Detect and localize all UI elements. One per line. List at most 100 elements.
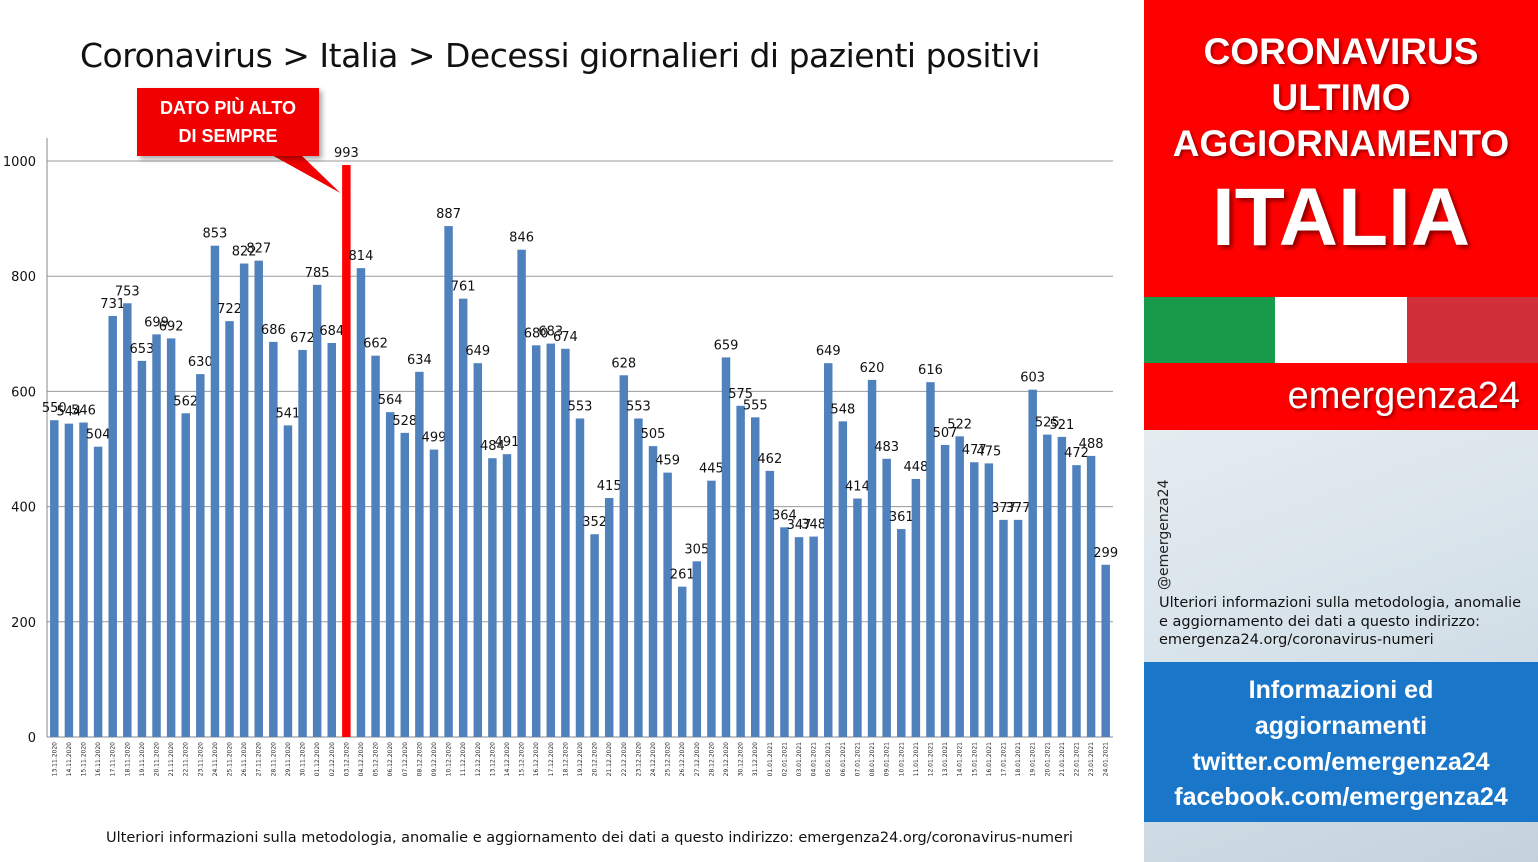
bar-chart: 0 200 400 600 800 1000 550 13.11.2020 544 14.11.2…: [3, 138, 1118, 777]
y-tick-label: 400: [11, 501, 36, 516]
bar: [999, 519, 1008, 737]
data-label: 553: [626, 399, 651, 414]
italian-flag: [1144, 297, 1538, 363]
social-links-box: Informazioni ed aggiornamenti twitter.co…: [1144, 662, 1538, 822]
callout-arrow: [270, 154, 341, 194]
bar: [79, 422, 88, 737]
flag-green-band: [1144, 297, 1276, 363]
highest-value-callout: DATO PIÙ ALTO DI SEMPRE: [137, 88, 319, 156]
data-label: 686: [261, 323, 286, 338]
data-label: 659: [714, 338, 739, 353]
footnote: Ulteriori informazioni sulla metodologia…: [106, 830, 1073, 846]
x-tick-label: 30.11.2020: [300, 742, 307, 777]
header-line-2: ULTIMO: [1271, 77, 1411, 118]
x-tick-label: 01.12.2020: [314, 742, 321, 777]
bar: [400, 432, 410, 737]
x-tick-label: 10.12.2020: [446, 742, 453, 777]
bar: [298, 349, 307, 737]
x-tick-label: 07.12.2020: [402, 742, 409, 777]
bar: [663, 472, 672, 737]
x-tick-label: 24.11.2020: [212, 742, 219, 777]
twitter-link[interactable]: twitter.com/emergenza24: [1192, 748, 1490, 776]
data-label: 364: [772, 508, 797, 523]
x-tick-label: 09.01.2021: [884, 742, 891, 777]
bar: [269, 341, 278, 737]
data-label: 499: [422, 431, 447, 446]
x-tick-label: 16.12.2020: [533, 742, 540, 777]
bar: [926, 382, 935, 737]
bar: [824, 363, 833, 737]
data-label: 853: [203, 227, 228, 242]
bar: [64, 423, 74, 737]
bar: [853, 498, 862, 737]
x-tick-label: 25.12.2020: [665, 742, 672, 777]
data-label: 352: [582, 515, 607, 530]
x-tick-label: 23.01.2021: [1088, 742, 1095, 777]
data-label: 377: [1006, 501, 1031, 516]
facebook-link[interactable]: facebook.com/emergenza24: [1174, 783, 1508, 811]
data-label: 692: [159, 319, 184, 334]
data-label: 299: [1093, 546, 1118, 561]
data-label: 674: [553, 330, 578, 345]
data-label: 555: [743, 398, 768, 413]
x-tick-label: 04.12.2020: [358, 742, 365, 777]
bar: [546, 343, 556, 737]
bar: [794, 537, 804, 737]
header-line-3: AGGIORNAMENTO: [1172, 123, 1510, 164]
bar: [225, 321, 234, 737]
x-tick-label: 29.11.2020: [285, 742, 292, 777]
data-label: 814: [349, 249, 374, 264]
data-label: 472: [1064, 446, 1089, 461]
data-label: 616: [918, 363, 943, 378]
x-tick-label: 08.01.2021: [869, 742, 876, 777]
x-tick-label: 21.01.2021: [1059, 742, 1066, 777]
x-tick-label: 12.01.2021: [927, 742, 934, 777]
data-label: 603: [1020, 371, 1045, 386]
bar: [1101, 564, 1110, 737]
data-label: 528: [392, 414, 417, 429]
flag-red-band: [1406, 297, 1538, 363]
x-tick-label: 18.12.2020: [562, 742, 569, 777]
x-tick-label: 15.11.2020: [81, 742, 88, 777]
x-tick-label: 09.12.2020: [431, 742, 438, 777]
x-tick-label: 26.12.2020: [679, 742, 686, 777]
bar: [50, 420, 59, 737]
data-label: 462: [757, 452, 782, 467]
data-label: 544: [56, 405, 81, 420]
header-line-1: CORONAVIRUS: [1203, 31, 1479, 72]
bar: [911, 478, 921, 737]
data-label: 785: [305, 266, 330, 281]
bar: [210, 245, 220, 737]
links-heading-1: Informazioni ed: [1248, 676, 1434, 704]
data-label: 753: [115, 284, 140, 299]
data-label: 507: [933, 426, 958, 441]
x-tick-label: 05.01.2021: [825, 742, 832, 777]
links-heading-2: aggiornamenti: [1254, 712, 1428, 740]
x-tick-label: 12.12.2020: [475, 742, 482, 777]
bar: [1072, 465, 1081, 737]
x-tick-label: 14.12.2020: [504, 742, 511, 777]
bar: [93, 446, 103, 737]
bar: [371, 355, 380, 737]
data-label: 653: [130, 342, 155, 357]
bar: [385, 412, 395, 737]
bar: [765, 470, 775, 737]
data-label: 550: [42, 401, 67, 416]
x-tick-label: 24.01.2021: [1103, 742, 1110, 777]
x-tick-label: 15.12.2020: [519, 742, 526, 777]
x-tick-label: 18.11.2020: [124, 742, 131, 777]
callout-line-2: DI SEMPRE: [178, 126, 278, 146]
data-label: 504: [86, 428, 111, 443]
data-label: 261: [670, 568, 695, 583]
bar: [970, 462, 979, 737]
brand-bar: emergenza24: [1144, 363, 1538, 430]
bar: [692, 561, 702, 737]
bar: [619, 375, 629, 737]
x-tick-label: 03.01.2021: [796, 742, 803, 777]
chart-panel: Coronavirus > Italia > Decessi giornalie…: [2, 36, 1119, 846]
bar: [312, 284, 322, 737]
bar: [984, 463, 994, 737]
data-label: 475: [976, 444, 1001, 459]
bar: [429, 449, 439, 737]
y-tick-label: 1000: [3, 155, 36, 170]
